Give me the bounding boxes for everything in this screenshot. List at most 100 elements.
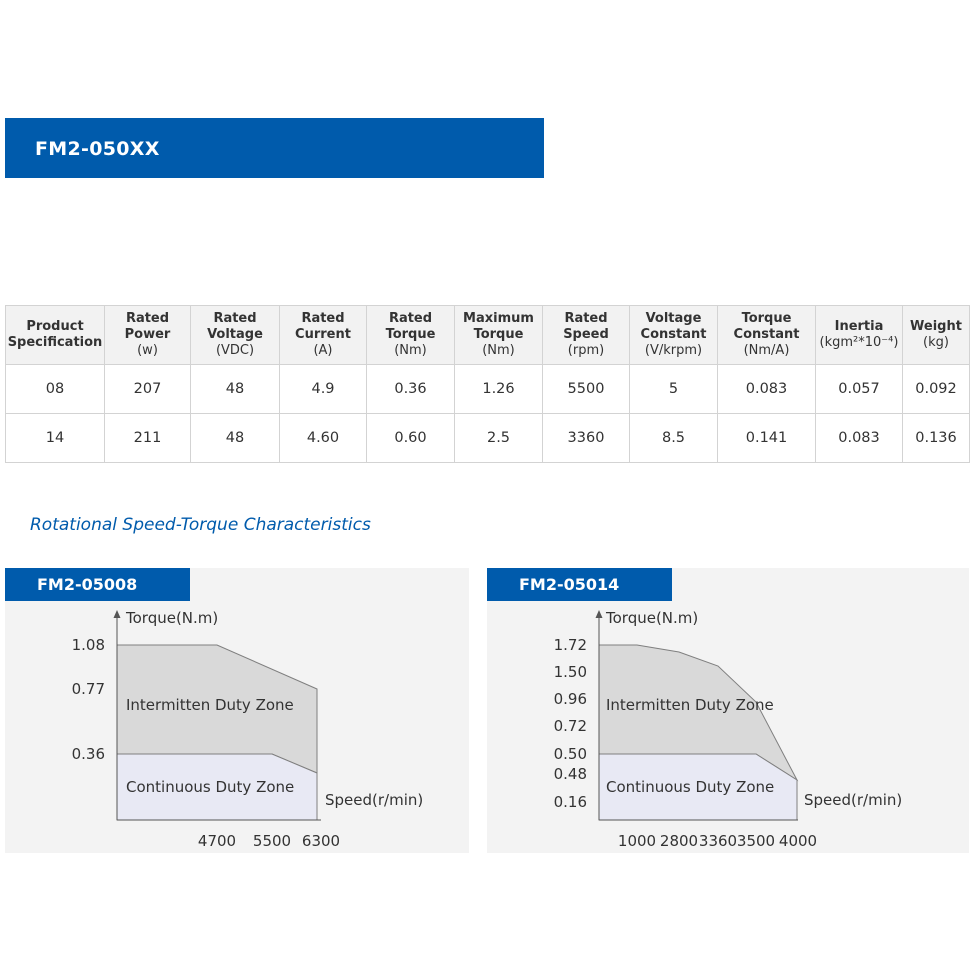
column-unit: (Nm): [394, 343, 427, 358]
table-cell: 207: [104, 364, 191, 414]
continuous-zone-label: Continuous Duty Zone: [606, 778, 774, 796]
column-title-line: Power: [124, 327, 171, 342]
column-header: Inertia (kgm²*10⁻⁴): [815, 305, 903, 365]
spec-table-body: 08 207 48 4.9 0.36 1.26 5500 5 0.083 0.057 0.092 14…: [5, 364, 970, 463]
column-unit: (kgm²*10⁻⁴): [819, 335, 899, 350]
table-cell: 08: [5, 364, 105, 414]
table-cell: 0.083: [717, 364, 816, 414]
column-unit: (VDC): [215, 343, 255, 358]
table-cell: 8.5: [629, 413, 718, 463]
x-tick-label: 2800: [660, 832, 698, 850]
column-title-line: Constant: [640, 327, 707, 342]
column-title-line: Voltage: [207, 327, 263, 342]
column-unit: (rpm): [567, 343, 605, 358]
column-title-line: Rated: [564, 311, 608, 326]
column-unit: (w): [137, 343, 158, 358]
x-tick-label: 6300: [302, 832, 340, 850]
column-title-line: Rated: [213, 311, 257, 326]
section-title: Rotational Speed-Torque Characteristics: [30, 515, 371, 535]
y-tick-label: 0.36: [72, 745, 105, 763]
y-axis-arrow: [595, 610, 603, 618]
chart-panel-fm2-05008: Torque(N.m) Speed(r/min) 1.08 0.77 0.36 4700 5…: [5, 568, 469, 853]
column-header: Rated Current (A): [279, 305, 367, 365]
column-unit: (Nm/A): [743, 343, 790, 358]
column-header: Product Specification: [5, 305, 105, 365]
model-title-banner: FM2-050XX: [5, 118, 544, 178]
table-cell: 0.36: [366, 364, 455, 414]
column-title-line: Torque: [385, 327, 436, 342]
column-title-line: Torque: [473, 327, 524, 342]
column-header: Voltage Constant (V/krpm): [629, 305, 718, 365]
spec-table: Product Specification Rated Power (w) Rated Vo…: [5, 305, 970, 463]
x-tick-label: 4700: [198, 832, 236, 850]
table-cell: 1.26: [454, 364, 543, 414]
table-cell: 4.60: [279, 413, 367, 463]
column-header: Rated Torque (Nm): [366, 305, 455, 365]
y-tick-label: 1.50: [554, 663, 587, 681]
y-tick-label: 0.72: [554, 717, 587, 735]
table-cell: 3360: [542, 413, 630, 463]
table-cell: 48: [190, 413, 280, 463]
column-unit: (A): [313, 343, 333, 358]
column-title-line: Constant: [733, 327, 800, 342]
chart-fm2-05008: Torque(N.m) Speed(r/min) 1.08 0.77 0.36 4700 5…: [72, 609, 424, 850]
x-tick-label: 4000: [779, 832, 817, 850]
column-header: Rated Voltage (VDC): [190, 305, 280, 365]
x-tick-label: 3500: [737, 832, 775, 850]
column-title-line: Product: [26, 319, 84, 334]
column-unit: (Nm): [482, 343, 515, 358]
y-axis-title: Torque(N.m): [605, 609, 698, 627]
y-tick-label: 1.72: [554, 636, 587, 654]
table-cell: 0.136: [902, 413, 970, 463]
continuous-zone-label: Continuous Duty Zone: [126, 778, 294, 796]
column-unit: (V/krpm): [644, 343, 703, 358]
table-cell: 0.60: [366, 413, 455, 463]
chart-fm2-05014: Torque(N.m) Speed(r/min) 1.72 1.50 0.96 0.72 0…: [554, 609, 903, 850]
chart-tab-fm2-05014: FM2-05014: [487, 568, 672, 601]
x-tick-label: 5500: [253, 832, 291, 850]
y-tick-label: 0.50: [554, 745, 587, 763]
x-tick-label: 1000: [618, 832, 656, 850]
chart-panel-fm2-05014: Torque(N.m) Speed(r/min) 1.72 1.50 0.96 0.72 0…: [487, 568, 969, 853]
column-title-line: Weight: [910, 319, 962, 334]
y-tick-label: 0.96: [554, 690, 587, 708]
table-cell: 4.9: [279, 364, 367, 414]
x-axis-title: Speed(r/min): [804, 791, 902, 809]
column-title-line: Inertia: [834, 319, 884, 334]
column-header: Rated Power (w): [104, 305, 191, 365]
x-axis-title: Speed(r/min): [325, 791, 423, 809]
table-cell: 14: [5, 413, 105, 463]
table-row: 08 207 48 4.9 0.36 1.26 5500 5 0.083 0.057 0.092: [5, 364, 970, 414]
y-tick-label: 0.48: [554, 765, 587, 783]
table-cell: 211: [104, 413, 191, 463]
intermittent-zone-label: Intermitten Duty Zone: [606, 696, 774, 714]
column-title-line: Rated: [301, 311, 345, 326]
column-header: Rated Speed (rpm): [542, 305, 630, 365]
intermittent-zone-label: Intermitten Duty Zone: [126, 696, 294, 714]
table-cell: 48: [190, 364, 280, 414]
column-title-line: Rated: [125, 311, 170, 326]
y-tick-label: 1.08: [72, 636, 105, 654]
table-cell: 0.141: [717, 413, 816, 463]
column-header: Weight (kg): [902, 305, 970, 365]
model-title: FM2-050XX: [35, 138, 160, 160]
x-tick-label: 3360: [699, 832, 737, 850]
table-row: 14 211 48 4.60 0.60 2.5 3360 8.5 0.141 0.083 0.136: [5, 413, 970, 463]
table-cell: 0.083: [815, 413, 903, 463]
column-title-line: Rated: [388, 311, 433, 326]
y-axis-title: Torque(N.m): [125, 609, 218, 627]
y-tick-label: 0.16: [554, 793, 587, 811]
column-unit: (kg): [923, 335, 949, 350]
column-title-line: Specification: [7, 335, 103, 350]
column-title-line: Voltage: [645, 311, 702, 326]
column-title-line: Current: [295, 327, 351, 342]
chart-tab-fm2-05008: FM2-05008: [5, 568, 190, 601]
column-title-line: Speed: [563, 327, 609, 342]
table-cell: 0.092: [902, 364, 970, 414]
column-header: Maximum Torque (Nm): [454, 305, 543, 365]
column-title-line: Torque: [741, 311, 792, 326]
column-header: Torque Constant (Nm/A): [717, 305, 816, 365]
table-cell: 5: [629, 364, 718, 414]
y-axis-arrow: [113, 610, 121, 618]
y-tick-label: 0.77: [72, 680, 105, 698]
